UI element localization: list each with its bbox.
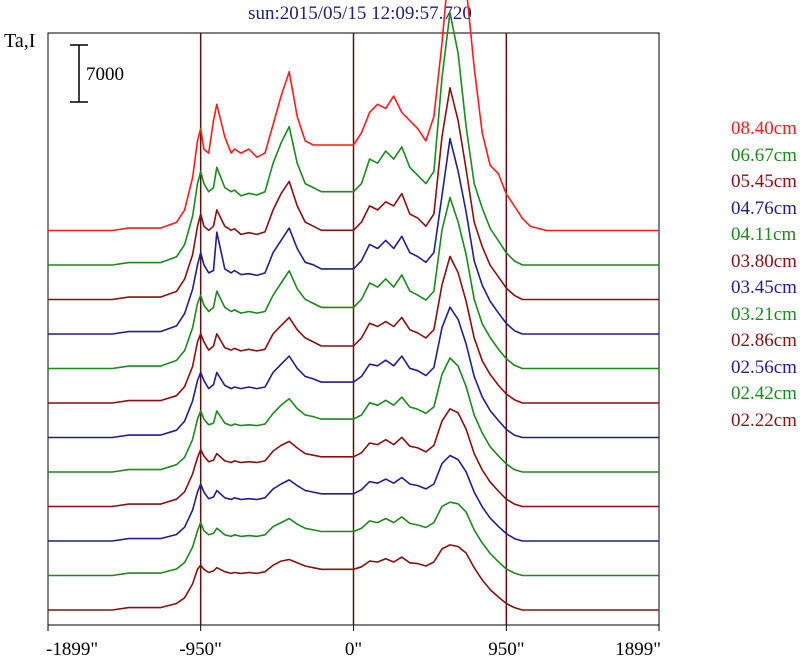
series-line-02.22cm (48, 544, 659, 611)
series-line-03.21cm (48, 357, 659, 473)
legend-item-02.22cm: 02.22cm (731, 409, 797, 431)
series-line-06.67cm (48, 11, 659, 266)
x-tick-label-0: -1899" (46, 639, 98, 660)
y-axis-label: Ta,I (4, 30, 36, 52)
series-line-05.45cm (48, 87, 659, 301)
x-tick-label-4: 1899" (615, 639, 661, 660)
legend-item-03.80cm: 03.80cm (731, 250, 797, 272)
legend-item-03.21cm: 03.21cm (731, 303, 797, 325)
series-line-04.11cm (48, 196, 659, 370)
scale-bar: 7000 (70, 44, 124, 103)
legend-item-06.67cm: 06.67cm (731, 144, 797, 166)
chart-title: sun:2015/05/15 12:09:57.720 (248, 3, 472, 24)
legend-item-03.45cm: 03.45cm (731, 277, 797, 298)
x-tick-label-3: 950" (488, 639, 524, 660)
series-line-02.42cm (48, 501, 659, 577)
legend-item-08.40cm: 08.40cm (731, 118, 797, 139)
legend-item-04.76cm: 04.76cm (731, 197, 797, 219)
series-line-02.86cm (48, 408, 659, 508)
legend-item-05.45cm: 05.45cm (731, 171, 797, 192)
series-line-03.80cm (48, 255, 659, 404)
legend: 08.40cm 06.67cm 05.45cm 04.76cm 04.11cm 03.80… (731, 116, 797, 434)
scale-bar-label: 7000 (86, 64, 124, 85)
series-lines (48, 0, 659, 611)
series-line-02.56cm (48, 454, 659, 542)
legend-item-02.42cm: 02.42cm (731, 383, 797, 404)
legend-item-02.56cm: 02.56cm (731, 356, 797, 378)
series-line-04.76cm (48, 137, 659, 335)
series-line-08.40cm (48, 0, 659, 232)
x-tick-label-1: -950" (179, 639, 222, 660)
x-axis-ticks: -1899" -950" 0" 950" 1899" (46, 625, 661, 660)
legend-item-04.11cm: 04.11cm (731, 224, 797, 245)
legend-item-02.86cm: 02.86cm (731, 330, 797, 351)
series-line-03.45cm (48, 306, 659, 439)
x-tick-label-2: 0" (345, 639, 362, 660)
